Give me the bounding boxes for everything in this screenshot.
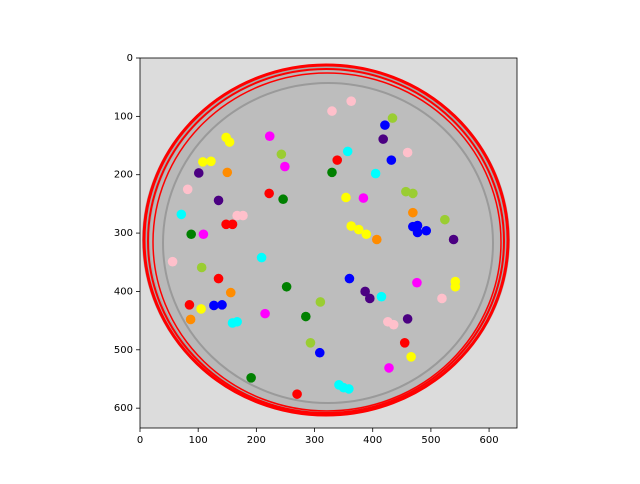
colony-marker <box>217 300 227 310</box>
colony-marker <box>412 220 423 231</box>
y-tick-label: 600 <box>114 403 133 414</box>
y-tick-label: 200 <box>114 170 133 181</box>
colony-marker <box>176 209 187 220</box>
colony-marker <box>344 384 354 394</box>
colony-marker <box>227 219 238 230</box>
colony-marker <box>332 155 343 165</box>
colony-marker <box>209 300 219 311</box>
colony-marker <box>360 286 370 297</box>
colony-marker <box>315 297 326 307</box>
colony-marker <box>186 229 196 240</box>
colony-marker <box>198 157 208 167</box>
colony-marker <box>225 287 236 298</box>
colony-marker <box>346 96 356 106</box>
colony-marker <box>406 352 416 362</box>
x-tick-label: 500 <box>421 435 440 446</box>
x-tick-label: 200 <box>247 435 266 446</box>
y-tick-label: 300 <box>114 228 133 239</box>
colony-marker <box>402 314 413 324</box>
colony-marker <box>196 262 207 273</box>
colony-marker <box>327 106 337 116</box>
colony-marker <box>399 337 410 348</box>
colony-marker <box>224 137 235 147</box>
colony-marker <box>380 120 390 130</box>
colony-marker <box>182 184 193 195</box>
y-tick-label: 100 <box>114 111 133 122</box>
colony-marker <box>421 225 432 236</box>
colony-marker <box>196 304 206 314</box>
colony-marker <box>365 293 375 304</box>
colony-marker <box>376 291 387 302</box>
colony-marker <box>206 156 216 167</box>
colony-marker <box>276 149 287 160</box>
colony-marker <box>344 273 355 284</box>
y-tick-label: 500 <box>114 345 133 356</box>
colony-marker <box>386 155 397 165</box>
colony-marker <box>264 131 275 142</box>
colony-marker <box>437 293 447 304</box>
colony-marker <box>264 188 274 199</box>
colony-marker <box>222 167 233 178</box>
colony-marker <box>353 224 364 235</box>
colony-marker <box>378 134 388 144</box>
colony-marker <box>346 221 356 231</box>
colony-marker <box>408 188 418 199</box>
colony-marker <box>232 316 242 327</box>
colony-marker <box>387 113 398 123</box>
colony-marker <box>246 373 256 383</box>
colony-marker <box>448 234 459 245</box>
colony-marker <box>185 314 196 325</box>
colony-marker <box>370 168 381 179</box>
colony-marker <box>256 252 267 263</box>
x-tick-label: 100 <box>189 435 208 446</box>
colony-marker <box>198 229 209 240</box>
colony-marker <box>361 229 372 240</box>
colony-marker <box>280 161 290 172</box>
colony-marker <box>440 214 450 225</box>
x-tick-label: 600 <box>480 435 499 446</box>
colony-marker <box>281 281 292 292</box>
colony-marker <box>260 308 270 319</box>
x-tick-label: 300 <box>305 435 324 446</box>
colony-marker <box>358 193 369 203</box>
y-tick-label: 0 <box>127 53 133 64</box>
colony-marker <box>450 281 461 292</box>
colony-marker <box>412 277 422 288</box>
x-tick-label: 400 <box>363 435 382 446</box>
colony-marker <box>341 192 351 203</box>
y-tick-label: 400 <box>114 286 133 297</box>
colony-marker <box>184 300 195 310</box>
colony-marker <box>342 146 353 157</box>
colony-marker <box>213 195 224 206</box>
colony-marker <box>327 167 337 178</box>
colony-marker <box>193 168 204 178</box>
colony-marker <box>388 319 399 330</box>
colony-marker <box>238 210 248 221</box>
colony-marker <box>384 363 394 373</box>
colony-marker <box>292 389 302 399</box>
colony-marker <box>371 234 382 245</box>
plate-image <box>140 58 517 428</box>
colony-marker <box>402 147 413 158</box>
colony-marker <box>278 194 288 205</box>
colony-marker <box>408 207 418 218</box>
axes-frame <box>139 57 518 429</box>
colony-marker <box>301 311 311 322</box>
colony-marker <box>305 337 316 348</box>
colony-marker <box>167 256 178 267</box>
colony-marker <box>213 273 224 284</box>
x-tick-label: 0 <box>137 435 143 446</box>
colony-marker <box>412 227 423 238</box>
colony-marker <box>314 347 325 358</box>
